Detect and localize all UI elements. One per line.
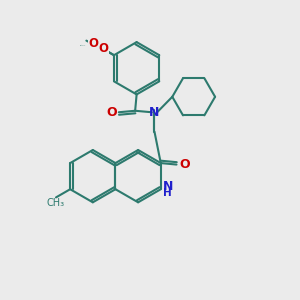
Text: O: O	[89, 37, 99, 50]
Text: H: H	[163, 188, 172, 198]
Text: CH₃: CH₃	[47, 198, 65, 208]
Text: O: O	[98, 42, 108, 56]
Text: O: O	[88, 41, 97, 51]
Text: O: O	[179, 158, 190, 171]
Text: N: N	[163, 180, 173, 194]
Text: methoxy: methoxy	[80, 45, 86, 46]
Text: O: O	[106, 106, 117, 119]
Text: N: N	[149, 106, 160, 119]
